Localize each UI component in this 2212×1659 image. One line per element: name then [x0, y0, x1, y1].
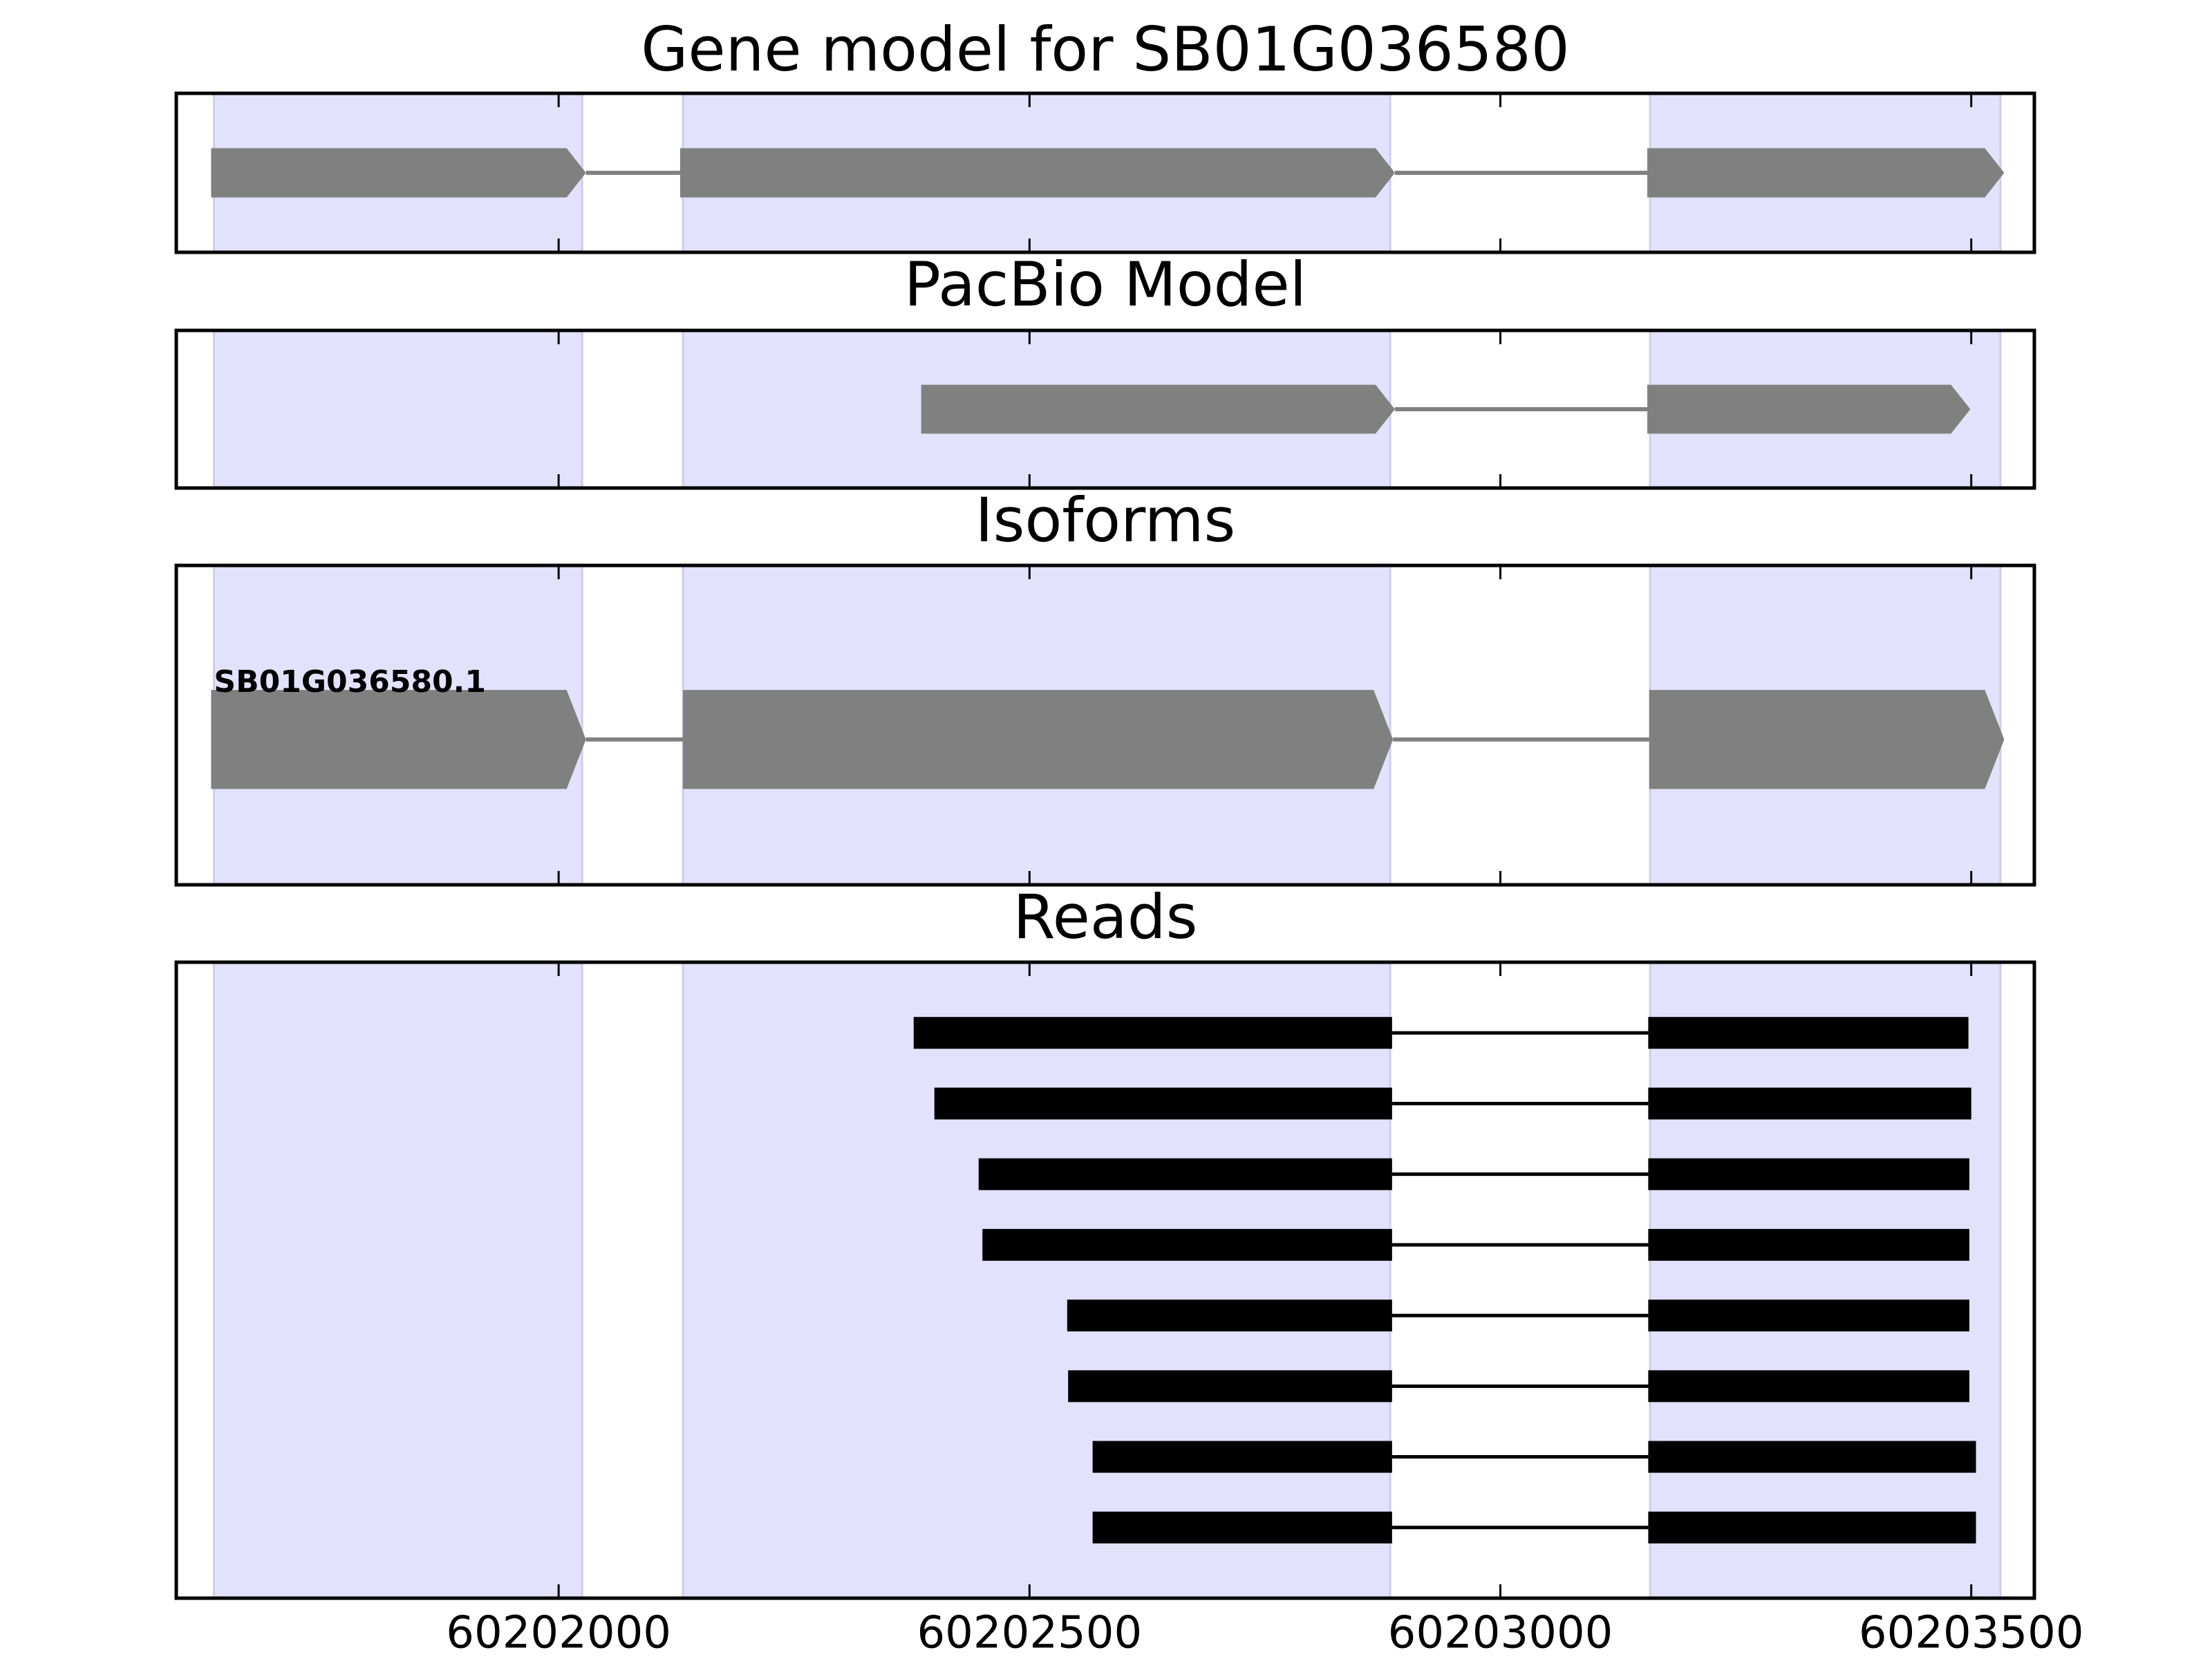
exon-highlight — [212, 329, 583, 489]
read-block — [934, 1087, 1392, 1120]
exon — [211, 690, 586, 789]
panel-frame — [174, 328, 2036, 490]
exon — [682, 690, 1394, 789]
exon — [1647, 384, 1971, 434]
exon — [211, 148, 586, 198]
panel-title: Reads — [1013, 881, 1198, 953]
exon-highlight — [212, 961, 583, 1600]
x-tick-label: 60202500 — [917, 1608, 1142, 1659]
read-block — [1648, 1017, 1969, 1049]
read-block — [1648, 1228, 1969, 1261]
read-block — [1067, 1300, 1392, 1332]
isoform-label: SB01G036580.1 — [214, 664, 486, 700]
read-block — [982, 1228, 1392, 1261]
read-block — [978, 1158, 1392, 1190]
panel-frame — [174, 91, 2036, 254]
x-tick-label: 60203000 — [1388, 1608, 1613, 1659]
x-tick-label: 60203500 — [1859, 1608, 2084, 1659]
panel-title: Gene model for SB01G036580 — [641, 14, 1570, 85]
read-block — [1092, 1511, 1392, 1544]
read-block — [1648, 1441, 1976, 1473]
read-block — [1648, 1087, 1971, 1120]
x-tick-label: 60202000 — [446, 1608, 671, 1659]
read-block — [1648, 1511, 1976, 1544]
panel-title: PacBio Model — [904, 249, 1306, 320]
panel-frame — [174, 960, 2036, 1600]
read-block — [1068, 1370, 1392, 1403]
exon — [1647, 148, 2005, 198]
exon-highlight — [682, 961, 1391, 1600]
exon-highlight — [1649, 961, 2002, 1600]
exon — [679, 148, 1395, 198]
read-block — [1648, 1370, 1969, 1403]
exon — [1649, 690, 2005, 789]
read-block — [1648, 1158, 1969, 1190]
panel-title: Isoforms — [975, 485, 1236, 556]
exon — [921, 384, 1395, 434]
read-block — [1092, 1441, 1392, 1473]
read-block — [1648, 1300, 1969, 1332]
panel-frame — [174, 563, 2036, 887]
read-block — [913, 1017, 1392, 1049]
